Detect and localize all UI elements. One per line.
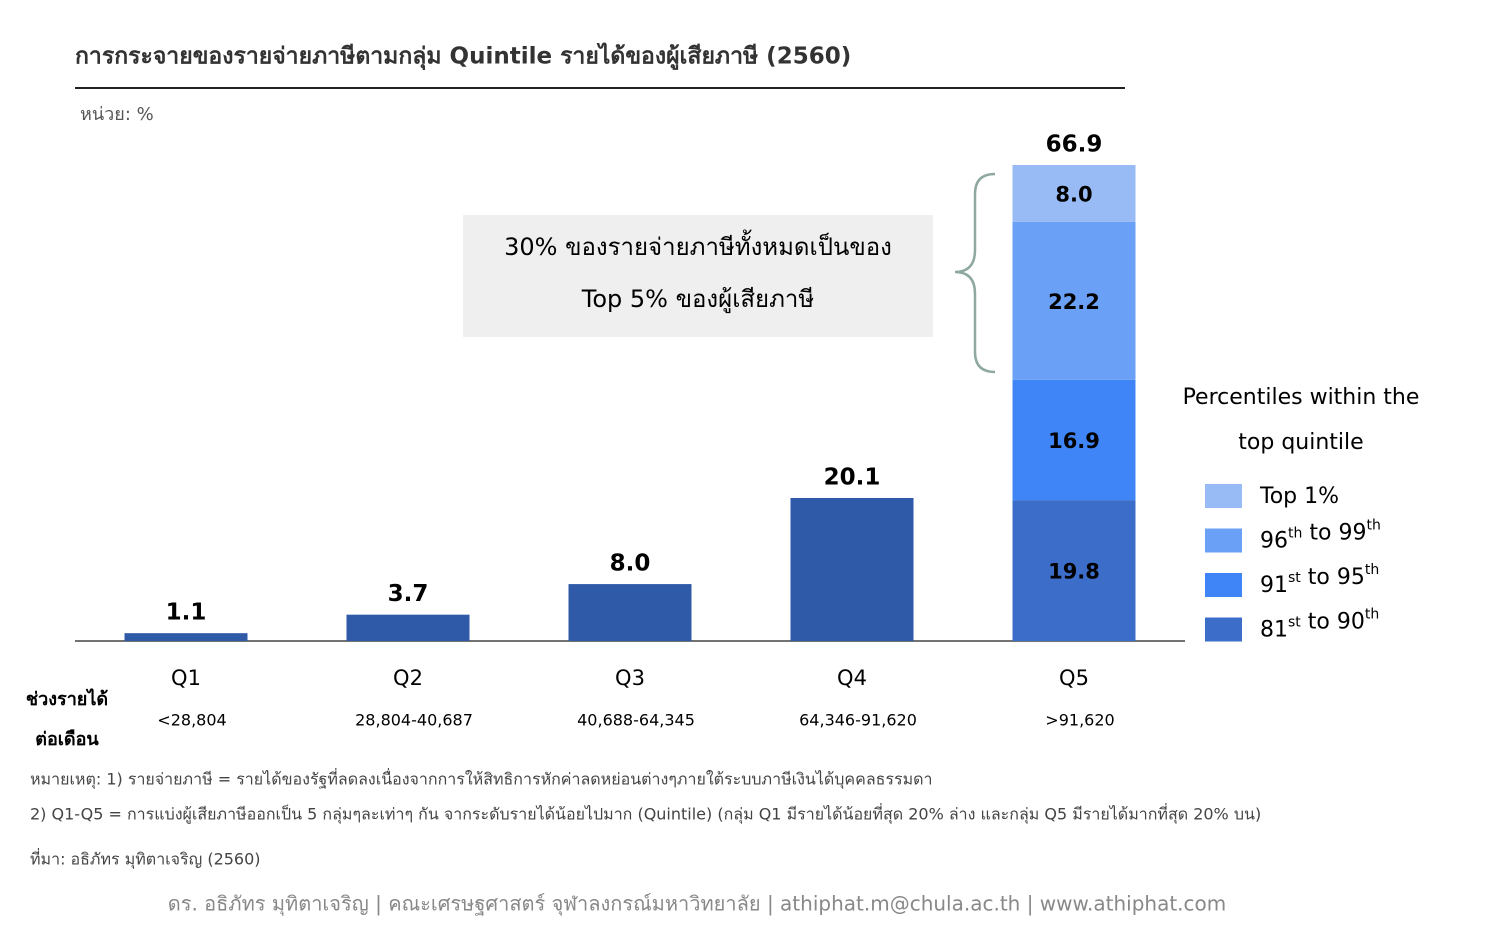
income-range: 64,346-91,620 <box>799 711 917 730</box>
note: 2) Q1-Q5 = การแบ่งผู้เสียภาษีออกเป็น 5 ก… <box>30 803 1261 825</box>
bar <box>790 497 914 641</box>
bar-segment <box>1012 165 1136 222</box>
bar <box>124 633 248 641</box>
value-label: 66.9 <box>1046 132 1103 158</box>
note: หมายเหตุ: 1) รายจ่ายภาษี = รายได้ของรัฐท… <box>30 768 933 790</box>
row-label: ต่อเดือน <box>35 729 99 750</box>
annotation: 30% ของรายจ่ายภาษีทั้งหมดเป็นของ <box>504 229 892 261</box>
income-range: <28,804 <box>157 711 226 730</box>
footer: ดร. อธิภัทร มุทิตาเจริญ | คณะเศรษฐศาสตร์… <box>168 892 1227 917</box>
x-tick-label: Q5 <box>1059 666 1089 690</box>
chart-title: การกระจายของรายจ่ายภาษีตามกลุ่ม Quintile… <box>75 42 851 71</box>
bar-segment <box>1012 379 1136 501</box>
bar-segment <box>1012 500 1136 641</box>
income-range: 28,804-40,687 <box>355 711 473 730</box>
bar-segment <box>1012 221 1136 380</box>
annotation: Top 5% ของผู้เสียภาษี <box>581 285 814 314</box>
brace <box>954 172 996 374</box>
segment-label: 19.8 <box>1048 560 1100 584</box>
income-range: >91,620 <box>1045 711 1114 730</box>
note: ที่มา: อธิภัทร มุทิตาเจริญ (2560) <box>30 848 261 870</box>
value-label: 20.1 <box>824 464 881 490</box>
row-label: ช่วงรายได้ <box>26 688 108 710</box>
income-range: 40,688-64,345 <box>577 711 695 730</box>
legend-label: Top 1% <box>1259 484 1339 509</box>
x-tick-label: Q1 <box>171 666 201 690</box>
legend-label: 96th to 99th <box>1260 518 1381 554</box>
legend-label: 91st to 95th <box>1260 562 1379 598</box>
legend-swatch <box>1205 617 1242 642</box>
x-tick-label: Q3 <box>615 666 645 690</box>
bar <box>568 584 692 641</box>
annotation-box <box>463 215 933 337</box>
legend-swatch <box>1205 573 1242 597</box>
value-label: 1.1 <box>166 600 207 626</box>
legend-label: 81st to 90th <box>1260 607 1379 643</box>
x-tick-label: Q4 <box>837 666 867 690</box>
bar <box>346 614 470 641</box>
legend-swatch <box>1205 484 1242 508</box>
segment-label: 22.2 <box>1048 290 1100 314</box>
value-label: 8.0 <box>610 551 651 577</box>
unit-label: หน่วย: % <box>80 104 154 125</box>
segment-label: 8.0 <box>1055 182 1092 206</box>
legend-swatch <box>1205 528 1242 553</box>
legend-title: Percentiles within the <box>1183 385 1420 410</box>
segment-label: 16.9 <box>1048 429 1100 453</box>
value-label: 3.7 <box>388 581 429 607</box>
x-tick-label: Q2 <box>393 666 423 690</box>
legend-title: top quintile <box>1238 430 1363 455</box>
